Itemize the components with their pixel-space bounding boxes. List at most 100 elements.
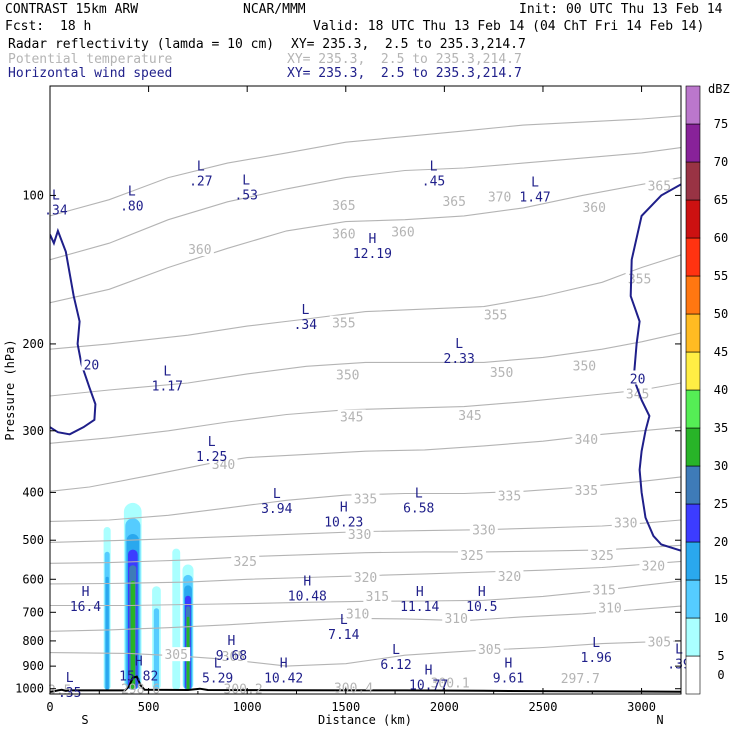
wind-extremum-L: L (242, 173, 250, 188)
theta-label-315: 315 (592, 584, 615, 599)
theta-label-mask (442, 610, 471, 625)
colorbar-label: 50 (714, 307, 728, 321)
colorbar-swatch-75 (685, 85, 701, 125)
x-tick-label: 0 (46, 700, 53, 714)
theta-label-335: 335 (498, 490, 521, 505)
theta-contour-320 (50, 560, 681, 585)
wind-extremum-L: L (592, 636, 600, 651)
theta-label-340: 340 (575, 433, 598, 448)
wind-extremum-value: 1.25 (196, 450, 227, 465)
y-tick-label: 200 (22, 337, 44, 351)
wind-extremum-value: 10.48 (288, 590, 327, 605)
field-name-theta: Potential temperature (8, 52, 173, 67)
theta-label-mask (329, 226, 358, 241)
theta-label-360: 360 (391, 226, 414, 241)
wind-extremum-value: 5.29 (202, 671, 233, 686)
wind-extremum-H: H (82, 585, 90, 600)
wind-extremum-value: 7.14 (328, 628, 359, 643)
wind-extremum-L: L (128, 184, 136, 199)
wind-extremum-value: .45 (422, 174, 445, 189)
theta-label-mask (456, 408, 485, 423)
theta-label-355: 355 (484, 308, 507, 323)
colorbar-label: 20 (714, 535, 728, 549)
x-axis-label: Distance (km) (318, 713, 412, 727)
colorbar-swatch-70 (685, 123, 701, 163)
theta-label-mask (625, 271, 654, 286)
theta-contour-370 (50, 115, 681, 217)
theta-label-320: 320 (354, 571, 377, 586)
y-tick-label: 600 (22, 572, 44, 586)
theta-label-350: 350 (573, 359, 596, 374)
theta-label-310: 310 (444, 612, 467, 627)
center-name: NCAR/MMM (243, 2, 306, 17)
theta-contour-340 (50, 426, 681, 492)
colorbar-label: 10 (714, 611, 728, 625)
theta-label-345: 345 (340, 411, 363, 426)
colorbar-label: 30 (714, 459, 728, 473)
wind-extremum-value: 1.47 (519, 191, 550, 206)
theta-label-mask (639, 558, 668, 573)
wind-extremum-L: L (415, 487, 423, 502)
colorbar-swatch-15 (685, 541, 701, 581)
theta-label-mask (219, 648, 248, 663)
colorbar-label: 5 (717, 649, 724, 663)
theta-label-mask (588, 547, 617, 562)
theta-surface-label: 300.1 (431, 676, 470, 691)
wind-extremum-value: 15.82 (119, 670, 158, 685)
y-tick-label: 1000 (15, 682, 44, 696)
colorbar: 0 5 10 15 20 25 30 35 40 45 50 55 60 65 70 75 (685, 85, 728, 695)
wind-label-mask (627, 370, 648, 385)
y-tick-label: 300 (22, 424, 44, 438)
theta-label-mask (570, 358, 599, 373)
wind-extremum-value: .27 (189, 174, 212, 189)
colorbar-label: 45 (714, 345, 728, 359)
wind-extremum-value: 10.5 (466, 600, 497, 615)
theta-label-mask (337, 409, 366, 424)
theta-contour-365 (50, 147, 681, 261)
x-tick-label: 2500 (529, 700, 558, 714)
fcst-label: Fcst: (5, 19, 45, 34)
theta-label-350: 350 (336, 369, 359, 384)
wind-extremum-H: H (340, 500, 348, 515)
valid-time: Valid: 18 UTC Thu 13 Feb 14 (04 ChT Fri … (313, 19, 705, 34)
theta-label-325: 325 (460, 549, 483, 564)
y-tick-label: 900 (22, 659, 44, 673)
theta-label-mask (333, 367, 362, 382)
theta-contour-345 (50, 382, 681, 444)
wind-extremum-L: L (340, 613, 348, 628)
x-tick-label: 3000 (627, 700, 656, 714)
field-xy-wind: XY= 235.3, 2.5 to 235.3,214.7 (287, 66, 522, 81)
colorbar-swatch-65 (685, 161, 701, 201)
y-tick-label: 700 (22, 605, 44, 619)
colorbar-swatch-0 (685, 655, 701, 695)
wind-extremum-value: 6.58 (403, 502, 434, 517)
theta-label-mask (329, 315, 358, 330)
colorbar-label: 70 (714, 155, 728, 169)
theta-label-365: 365 (332, 199, 355, 214)
theta-label-mask (440, 193, 469, 208)
theta-contour-310 (50, 605, 681, 632)
theta-label-mask (611, 515, 640, 530)
theta-label-mask (329, 197, 358, 212)
field-name-reflectivity: Radar reflectivity (lamda = 10 cm) (8, 37, 275, 52)
colorbar-swatch-35 (685, 389, 701, 429)
colorbar-swatch-5 (685, 617, 701, 657)
colorbar-swatch-50 (685, 275, 701, 315)
colorbar-swatch-60 (685, 199, 701, 239)
theta-label-mask (345, 527, 374, 542)
wind-extremum-H: H (425, 664, 433, 679)
field-name-wind: Horizontal wind speed (8, 66, 173, 81)
wind-extremum-L: L (66, 671, 74, 686)
wind-extremum-value: 10.42 (264, 671, 303, 686)
wind-extremum-value: 10.77 (409, 679, 448, 694)
wind-extremum-value: 6.12 (380, 658, 411, 673)
wind-extremum-H: H (135, 655, 143, 670)
colorbar-swatch-55 (685, 237, 701, 277)
wind-extremum-value: 2.33 (444, 352, 475, 367)
theta-label-365: 365 (442, 195, 465, 210)
y-tick-label: 500 (22, 533, 44, 547)
theta-label-310: 310 (598, 602, 621, 617)
wind-extremum-L: L (208, 435, 216, 450)
wind-extremum-value: .34 (294, 318, 318, 333)
